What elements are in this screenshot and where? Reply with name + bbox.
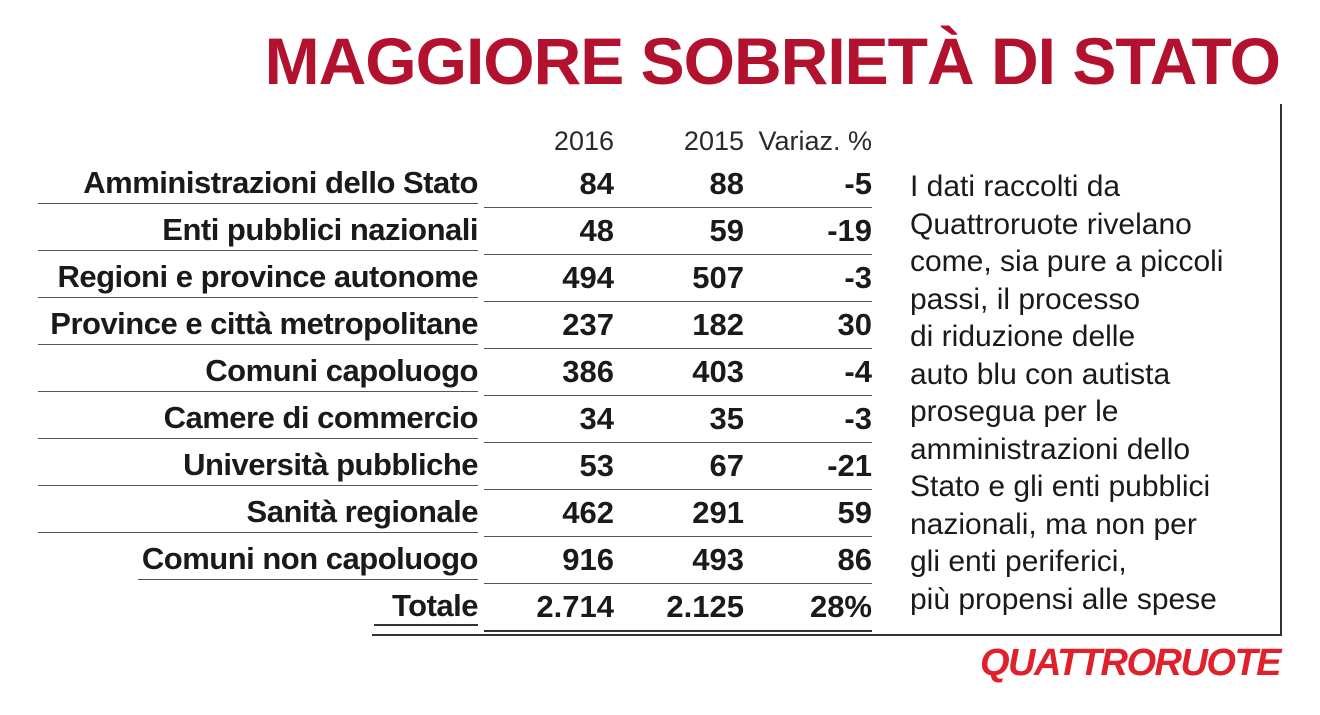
row-value-2015: 291 bbox=[614, 489, 744, 537]
header-row: 2016 2015 Variaz. % bbox=[0, 115, 872, 161]
row-value-2015: 67 bbox=[614, 442, 744, 490]
row-value-2016: 84 bbox=[484, 161, 614, 208]
row-label-text: Comuni capoluogo bbox=[38, 353, 479, 392]
row-label: Comuni capoluogo bbox=[0, 349, 484, 396]
total-row: Totale 2.714 2.125 28% bbox=[0, 583, 872, 632]
row-label: Comuni non capoluogo bbox=[0, 537, 484, 584]
table-row: Comuni capoluogo 386 403 -4 bbox=[0, 348, 872, 396]
row-value-2016: 462 bbox=[484, 489, 614, 537]
table-row: Province e città metropolitane 237 182 30 bbox=[0, 301, 872, 349]
row-label: Province e città metropolitane bbox=[0, 302, 484, 349]
row-label-text: Amministrazioni dello Stato bbox=[38, 165, 479, 204]
header-variation: Variaz. % bbox=[758, 126, 872, 156]
row-label-text: Enti pubblici nazionali bbox=[38, 212, 479, 251]
row-value-2016: 386 bbox=[484, 348, 614, 396]
row-value-2015: 88 bbox=[614, 161, 744, 208]
row-value-variation: -3 bbox=[744, 254, 872, 302]
table-row: Università pubbliche 53 67 -21 bbox=[0, 442, 872, 490]
row-value-variation: -5 bbox=[744, 161, 872, 208]
header-2016: 2016 bbox=[553, 126, 614, 156]
table-row: Amministrazioni dello Stato 84 88 -5 bbox=[0, 161, 872, 208]
row-label-text: Sanità regionale bbox=[38, 494, 479, 533]
table-body: Amministrazioni dello Stato 84 88 -5 Enti pu… bbox=[0, 161, 872, 632]
data-table-wrapper: 2016 2015 Variaz. % Amministrazioni dell… bbox=[0, 115, 880, 632]
table-row: Enti pubblici nazionali 48 59 -19 bbox=[0, 207, 872, 255]
row-label-text: Comuni non capoluogo bbox=[138, 541, 479, 580]
header-label bbox=[0, 115, 484, 161]
row-value-2016: 237 bbox=[484, 301, 614, 349]
table-row: Comuni non capoluogo 916 493 86 bbox=[0, 536, 872, 584]
row-value-2016: 34 bbox=[484, 395, 614, 443]
row-value-2016: 48 bbox=[484, 207, 614, 255]
row-value-variation: -4 bbox=[744, 348, 872, 396]
row-value-variation: -21 bbox=[744, 442, 872, 490]
total-value-2015: 2.125 bbox=[614, 583, 744, 632]
row-value-2015: 507 bbox=[614, 254, 744, 302]
row-value-variation: 59 bbox=[744, 489, 872, 537]
row-value-variation: -19 bbox=[744, 207, 872, 255]
table-row: Sanità regionale 462 291 59 bbox=[0, 489, 872, 537]
row-value-2016: 53 bbox=[484, 442, 614, 490]
row-label-text: Camere di commercio bbox=[38, 400, 479, 439]
quattroruote-logo: QUATTRORUOTE bbox=[979, 642, 1282, 684]
total-value-2016: 2.714 bbox=[484, 583, 614, 632]
chart-title: MAGGIORE SOBRIETÀ DI STATO bbox=[264, 24, 1281, 98]
row-value-2015: 59 bbox=[614, 207, 744, 255]
row-label: Regioni e province autonome bbox=[0, 255, 484, 302]
row-value-2016: 916 bbox=[484, 536, 614, 584]
table-row: Regioni e province autonome 494 507 -3 bbox=[0, 254, 872, 302]
row-label-text: Regioni e province autonome bbox=[38, 259, 479, 298]
row-label-text: Province e città metropolitane bbox=[38, 306, 479, 345]
row-value-variation: 30 bbox=[744, 301, 872, 349]
row-label: Università pubbliche bbox=[0, 443, 484, 490]
explanatory-note: I dati raccolti da Quattroruote rivelano… bbox=[910, 170, 1224, 616]
total-label-text: Totale bbox=[374, 588, 479, 627]
row-label: Enti pubblici nazionali bbox=[0, 208, 484, 255]
total-label: Totale bbox=[0, 584, 484, 632]
header-2015: 2015 bbox=[683, 126, 744, 156]
total-value-variation: 28% bbox=[744, 583, 872, 632]
row-label: Sanità regionale bbox=[0, 490, 484, 537]
row-value-2015: 182 bbox=[614, 301, 744, 349]
row-value-2015: 403 bbox=[614, 348, 744, 396]
row-value-variation: -3 bbox=[744, 395, 872, 443]
row-value-variation: 86 bbox=[744, 536, 872, 584]
row-label: Camere di commercio bbox=[0, 396, 484, 443]
row-label-text: Università pubbliche bbox=[38, 447, 479, 486]
table-row: Camere di commercio 34 35 -3 bbox=[0, 395, 872, 443]
row-value-2015: 35 bbox=[614, 395, 744, 443]
data-table: 2016 2015 Variaz. % Amministrazioni dell… bbox=[0, 115, 872, 632]
row-value-2015: 493 bbox=[614, 536, 744, 584]
row-value-2016: 494 bbox=[484, 254, 614, 302]
row-label: Amministrazioni dello Stato bbox=[0, 161, 484, 208]
